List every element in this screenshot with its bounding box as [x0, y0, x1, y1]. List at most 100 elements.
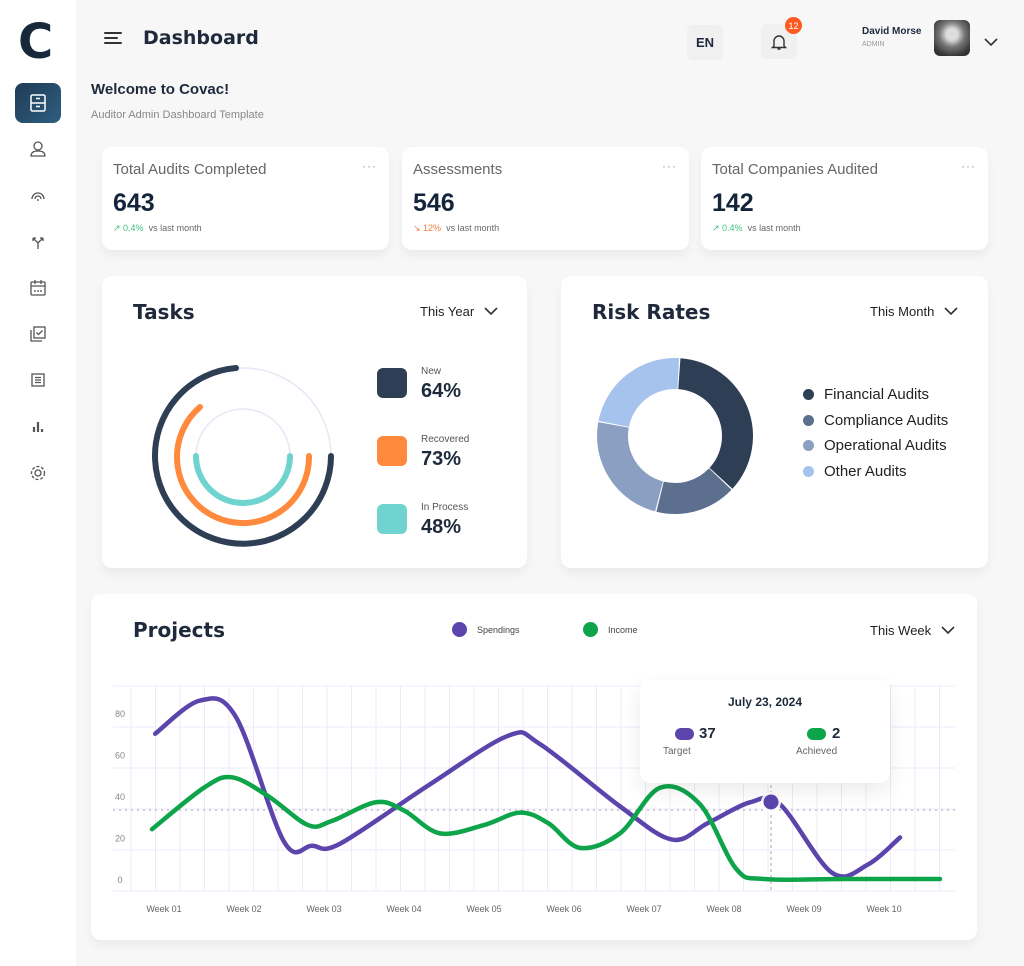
risk-period-select[interactable]: This Month: [870, 304, 958, 319]
checklist-icon: [30, 326, 46, 342]
risk-legend-item: Compliance Audits: [803, 408, 948, 434]
sidebar-item-checklist[interactable]: [15, 314, 61, 354]
legend-label: New: [421, 366, 442, 377]
tasks-period-select[interactable]: This Year: [420, 304, 498, 319]
x-tick-label: Week 03: [306, 904, 341, 914]
more-options-icon[interactable]: ···: [662, 159, 677, 173]
legend-label: In Process: [421, 502, 469, 513]
sidebar-item-fingerprint[interactable]: [15, 175, 61, 215]
tasks-radial-chart: [152, 365, 334, 547]
stat-title: Assessments: [413, 161, 503, 178]
more-options-icon[interactable]: ···: [362, 159, 377, 173]
split-arrows-icon: [32, 236, 44, 249]
x-tick-label: Week 07: [626, 904, 661, 914]
legend-value: 64%: [421, 380, 462, 402]
y-tick-label: 20: [115, 834, 125, 844]
series-line-spendings: [152, 696, 903, 879]
donut-slice-financial-audits[interactable]: [678, 358, 753, 489]
chevron-down-icon: [484, 307, 498, 316]
sidebar-item-list[interactable]: [15, 360, 61, 400]
stat-value: 546: [413, 189, 455, 217]
more-options-icon[interactable]: ···: [961, 159, 976, 173]
tooltip-achieved-value: 2: [832, 725, 841, 742]
notification-badge: 12: [785, 17, 802, 34]
stat-card: Total Companies Audited ··· 142 ↗ 0.4% v…: [701, 147, 988, 250]
user-name: David Morse: [862, 26, 922, 37]
avatar[interactable]: [934, 20, 970, 56]
stat-title: Total Companies Audited: [712, 161, 878, 178]
sidebar-item-calendar[interactable]: [15, 268, 61, 308]
notification-button[interactable]: [761, 24, 797, 59]
stat-delta: ↘ 12% vs last month: [413, 223, 500, 233]
y-tick-label: 80: [115, 709, 125, 719]
gear-icon: [30, 465, 46, 480]
sidebar-item-bar-chart[interactable]: [15, 406, 61, 446]
arc-in-process: [193, 453, 293, 506]
x-tick-label: Week 01: [146, 904, 181, 914]
risk-donut-chart: [597, 358, 753, 514]
period-label: This Week: [870, 623, 932, 638]
user-role: ADMIN: [862, 41, 885, 48]
legend-swatch: [377, 504, 407, 534]
donut-slice-compliance-audits[interactable]: [656, 468, 732, 514]
stat-card: Total Audits Completed ··· 643 ↗ 0.4% vs…: [102, 147, 389, 250]
tooltip-target-value: 37: [699, 725, 716, 742]
x-tick-label: Week 06: [546, 904, 581, 914]
chevron-down-icon: [944, 307, 958, 316]
period-label: This Month: [870, 304, 935, 319]
risk-title: Risk Rates: [592, 300, 711, 324]
legend-spendings: Spendings: [452, 622, 520, 637]
period-label: This Year: [420, 304, 475, 319]
stat-value: 643: [113, 189, 155, 217]
user-icon: [30, 141, 46, 157]
tooltip-date: July 23, 2024: [727, 695, 803, 709]
x-tick-label: Week 02: [226, 904, 261, 914]
sidebar-item-split-arrows[interactable]: [15, 222, 61, 262]
donut-slice-other-audits[interactable]: [598, 358, 680, 427]
stat-delta: ↗ 0.4% vs last month: [712, 223, 801, 233]
risk-rates-card: Risk Rates This Month Financial Audits Co…: [561, 276, 988, 568]
risk-legend-item: Financial Audits: [803, 382, 948, 408]
y-tick-label: 60: [115, 751, 125, 761]
arc-recovered: [174, 404, 313, 527]
archive-icon: [30, 94, 46, 112]
language-button[interactable]: EN: [687, 25, 723, 60]
stat-delta: ↗ 0.4% vs last month: [113, 223, 202, 233]
legend-swatch: [377, 368, 407, 398]
user-menu-chevron-icon[interactable]: [984, 34, 998, 52]
arc-new: [152, 365, 334, 547]
y-tick-label: 40: [115, 792, 125, 802]
fingerprint-icon: [31, 192, 45, 202]
legend-label: Recovered: [421, 434, 470, 445]
hover-point: [763, 794, 779, 810]
sidebar-item-gear[interactable]: [15, 453, 61, 493]
legend-swatch: [377, 436, 407, 466]
legend-value: 73%: [421, 448, 462, 470]
sidebar: C: [0, 0, 76, 966]
y-tick-label: 0: [117, 875, 122, 885]
bar-chart-icon: [32, 422, 44, 433]
tasks-title: Tasks: [133, 300, 195, 324]
stat-title: Total Audits Completed: [113, 161, 267, 178]
tooltip-target-label: Target: [663, 746, 691, 757]
logo: C: [18, 14, 54, 70]
calendar-icon: [30, 279, 46, 296]
stat-card: Assessments ··· 546 ↘ 12% vs last month: [402, 147, 689, 250]
list-icon: [31, 373, 45, 387]
projects-title: Projects: [133, 618, 226, 642]
chart-tooltip: July 23, 2024 37 Target 2 Achieved: [640, 680, 890, 783]
sidebar-item-user[interactable]: [15, 129, 61, 169]
welcome-subtitle: Auditor Admin Dashboard Template: [91, 109, 264, 121]
stat-value: 142: [712, 189, 754, 217]
risk-legend-item: Operational Audits: [803, 433, 948, 459]
x-tick-label: Week 08: [706, 904, 741, 914]
menu-icon[interactable]: [104, 30, 122, 51]
x-tick-label: Week 09: [786, 904, 821, 914]
sidebar-item-archive[interactable]: [15, 83, 61, 123]
projects-period-select[interactable]: This Week: [870, 623, 955, 638]
donut-slice-operational-audits[interactable]: [597, 422, 663, 512]
series-line-income: [149, 774, 943, 883]
risk-legend-item: Other Audits: [803, 459, 948, 485]
bell-icon: [770, 34, 788, 50]
